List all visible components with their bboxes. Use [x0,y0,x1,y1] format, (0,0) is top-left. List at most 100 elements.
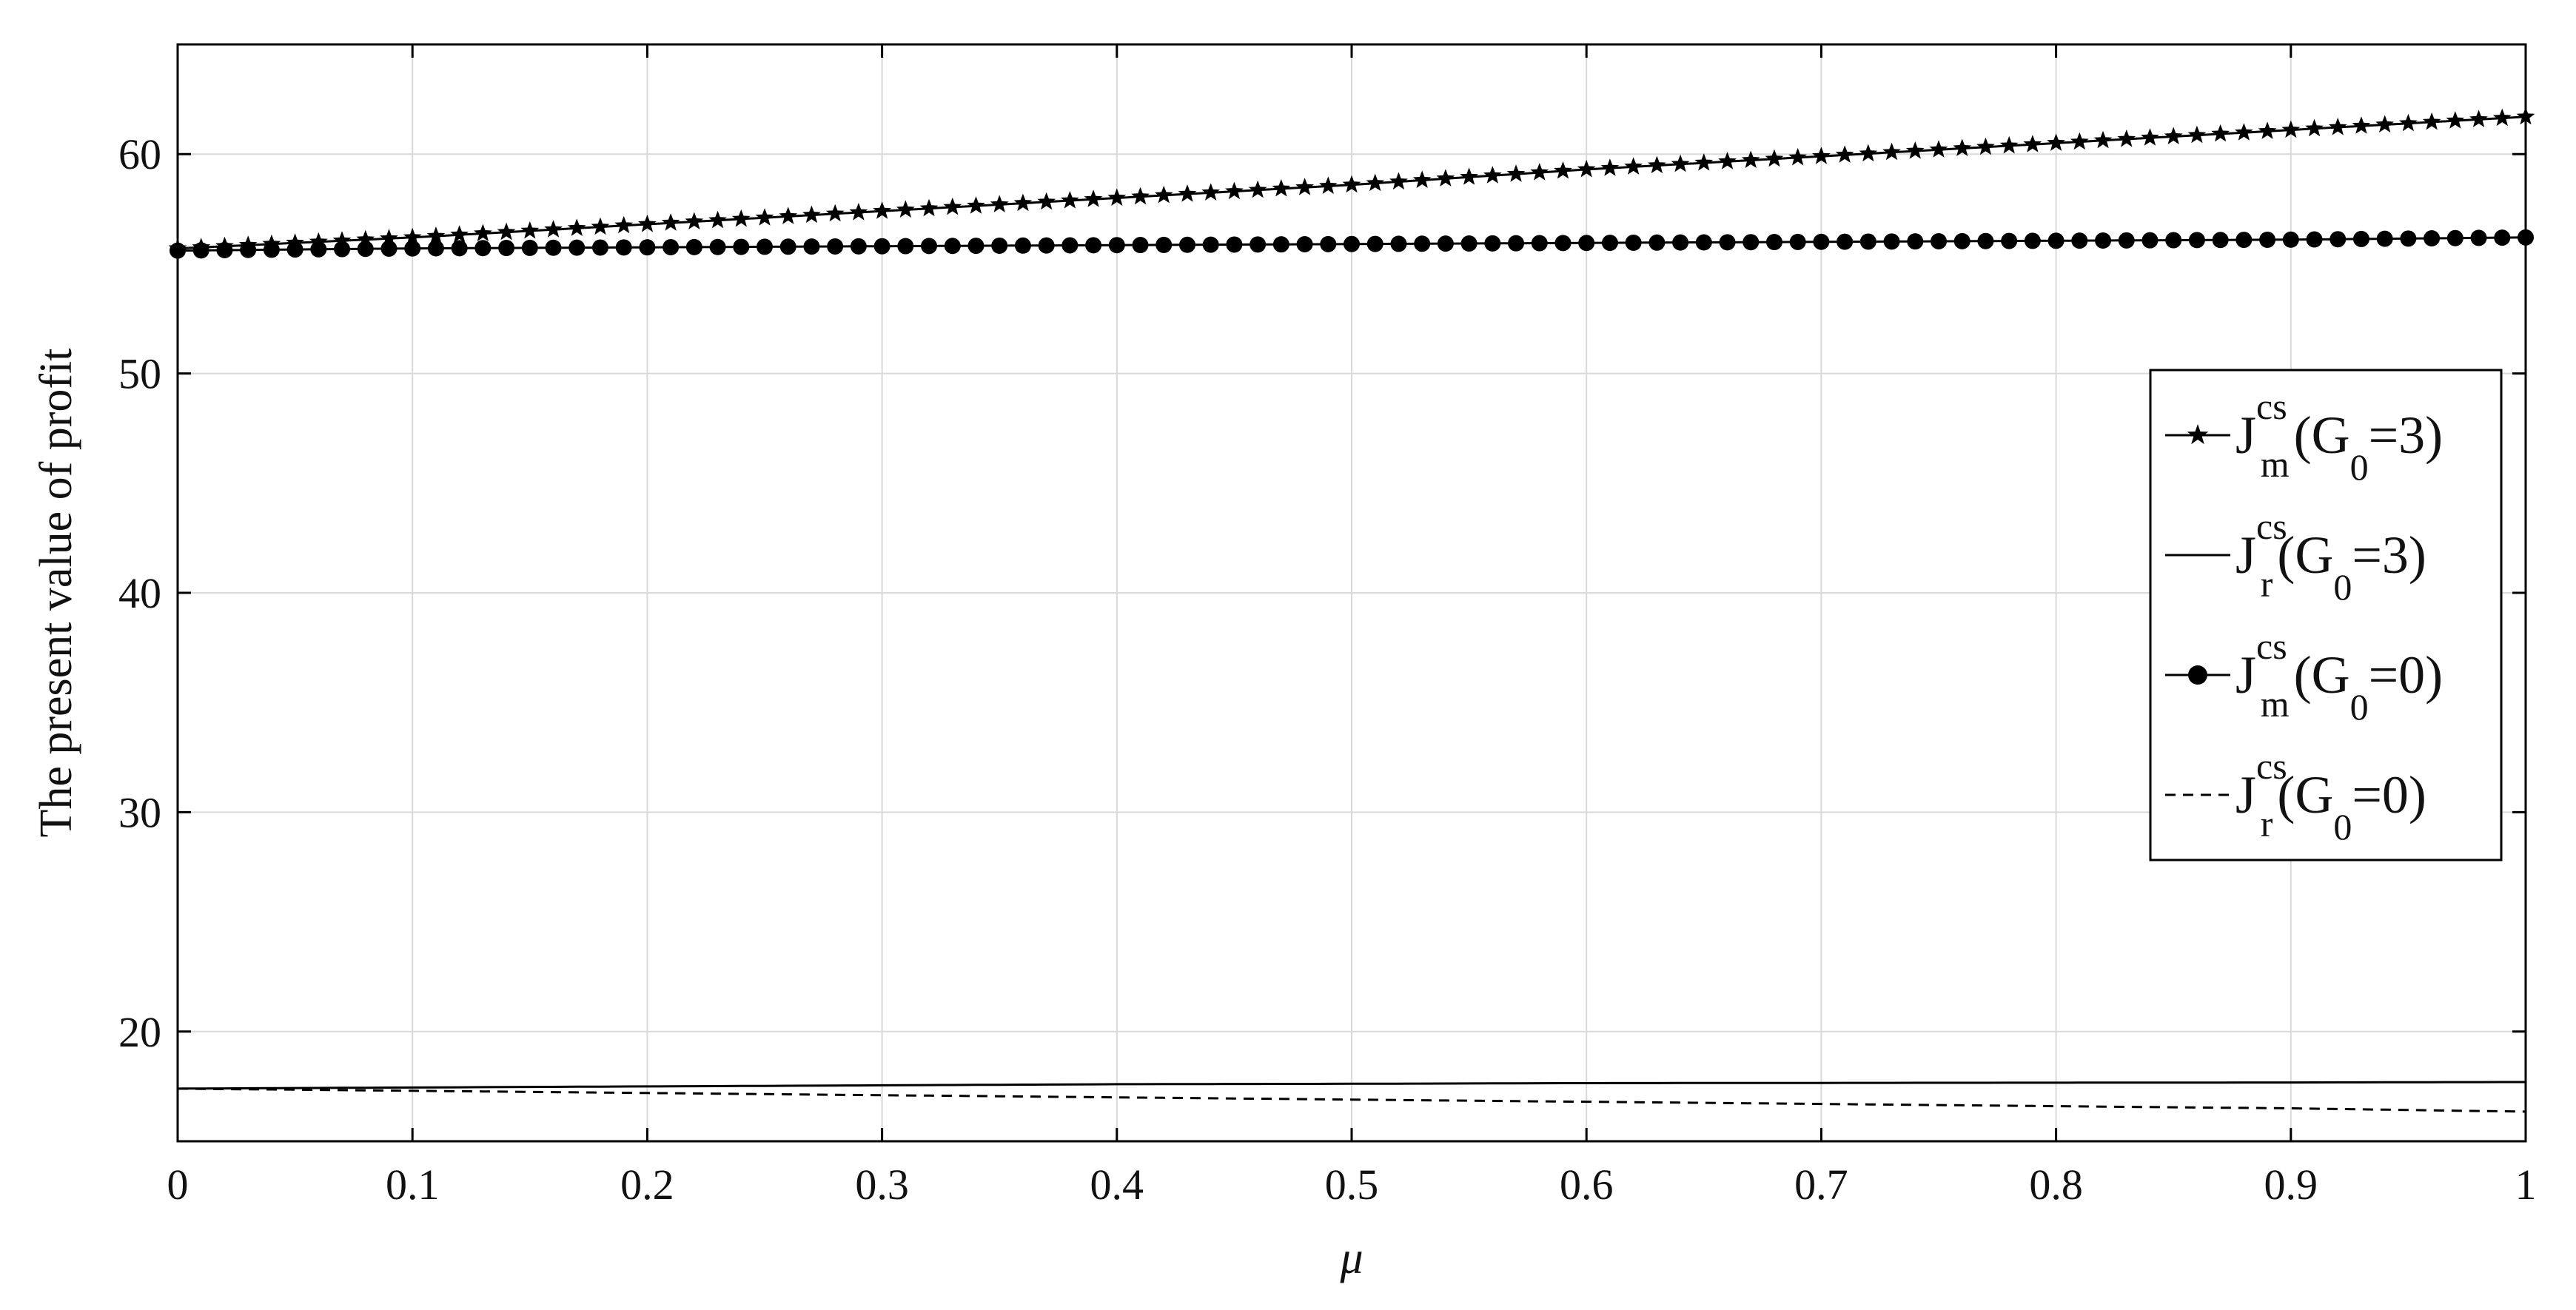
star-marker [2023,135,2042,152]
dot-marker [1648,234,1666,251]
dot-marker [2424,230,2441,247]
star-marker [2446,111,2465,129]
y-tick-label: 60 [118,130,161,178]
star-marker [2211,124,2230,142]
star-marker [1318,176,1338,194]
star-marker [1554,161,1572,179]
legend-tail: =3) [2369,406,2443,465]
star-marker [1295,178,1314,195]
dot-marker [1883,233,1900,250]
legend-tail: =0) [2352,765,2426,824]
tick-labels: 0 0.1 0.2 0.3 0.4 0.5 0.6 0.7 0.8 0.9 1 20 30 40 50 60 [118,130,2537,1209]
dot-marker [2071,232,2088,249]
dot-marker [779,238,796,255]
dot-marker [1977,232,1994,249]
star-marker [1976,137,1995,155]
dot-marker [286,241,303,258]
x-tick-label: 0.8 [2029,1160,2083,1209]
legend-main: J [2235,765,2256,824]
legend-tail: =0) [2369,645,2443,705]
star-marker [1671,154,1690,172]
x-tick-label: 0.3 [855,1160,909,1209]
dot-marker [685,238,702,255]
dot-marker [1437,235,1454,252]
star-marker [990,195,1009,212]
star-marker [403,227,422,246]
legend-paren-sub: 0 [2350,686,2369,728]
dot-marker [850,238,867,255]
ticks [176,44,2527,1141]
dot-marker [216,242,233,259]
dot-marker [1554,235,1572,252]
star-marker [1013,193,1033,212]
dot-marker [1484,235,1501,252]
dot-marker [921,238,938,255]
dot-marker [404,240,421,257]
star-marker [2093,130,2113,149]
x-tick-label: 0.2 [620,1160,674,1209]
star-marker [1412,170,1432,188]
star-marker [1788,147,1807,166]
star-marker [849,203,868,221]
star-marker [426,226,446,244]
dot-marker [1460,235,1477,252]
dot-marker [2235,232,2253,249]
dot-marker [2118,232,2135,249]
dot-marker [451,240,468,257]
star-marker [1084,189,1103,207]
star-marker [497,222,516,241]
dot-marker [240,241,257,258]
star-marker [896,200,915,218]
dot-marker [1272,236,1289,253]
star-marker [1999,135,2019,154]
dot-marker [334,241,351,258]
star-marker [1741,150,1760,168]
dot-marker [1789,233,1806,250]
star-marker [2469,110,2488,127]
star-marker [1342,175,1361,193]
star-marker [2375,115,2394,132]
dot-marker [1719,234,1736,251]
star-marker [520,221,540,239]
legend-paren: (G [2277,525,2333,585]
dot-marker [2165,232,2182,249]
legend-sub: m [2261,683,2290,725]
star-marker [1225,181,1244,200]
legend-label: Jcs m(G0=0) [2235,625,2443,728]
star-marker [2422,112,2441,130]
dot-marker [1344,235,1360,252]
star-marker [638,215,657,232]
star-marker [1577,159,1596,178]
dot-marker [357,241,374,258]
star-marker [1624,157,1643,175]
dot-marker [1859,233,1876,250]
dot-marker [1601,235,1618,252]
dot-marker [967,238,985,255]
star-marker [1929,140,1948,158]
star-marker [1131,187,1150,205]
legend-box [2149,369,2503,861]
dot-marker [1508,235,1525,252]
dot-marker [545,239,562,256]
legend-entry-4: Jcs r(G0=0) [2165,745,2426,847]
star-marker [685,212,704,229]
star-marker [2492,108,2512,127]
legend-sup: cs [2256,386,2287,427]
dot-marker [1320,235,1337,252]
dot-marker [1202,236,1219,253]
dot-marker [1531,235,1548,252]
legend-paren-sub: 0 [2350,446,2369,488]
legend-main: J [2235,525,2256,585]
x-tick-label: 0.6 [1560,1160,1614,1209]
dot-marker [757,238,773,255]
star-marker [1436,169,1455,187]
dot-marker [192,242,209,259]
dot-marker [1296,236,1313,253]
star-marker [567,218,586,236]
dot-marker [1931,233,1947,250]
star-marker [1765,149,1784,167]
star-marker [2141,128,2159,146]
y-tick-label: 40 [118,569,161,617]
dot-marker [2446,229,2463,246]
star-marker [1882,142,1901,161]
